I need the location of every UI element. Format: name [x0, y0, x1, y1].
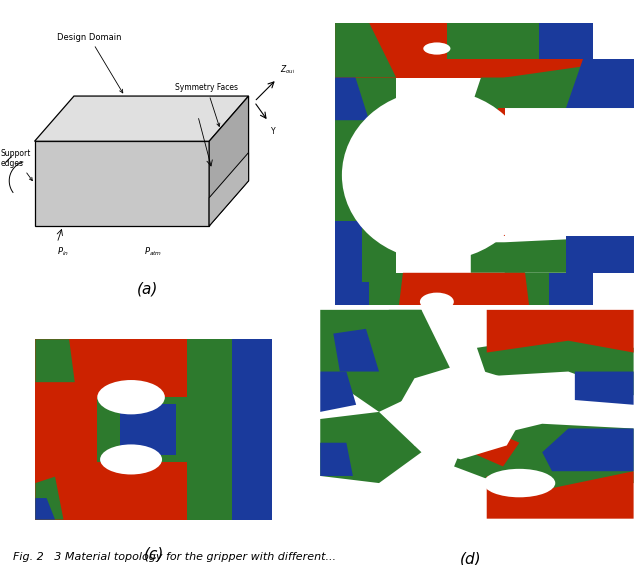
Text: (c): (c): [143, 546, 164, 561]
Polygon shape: [35, 339, 75, 382]
Polygon shape: [97, 397, 188, 462]
Polygon shape: [396, 364, 526, 459]
Polygon shape: [471, 242, 525, 273]
Polygon shape: [566, 236, 634, 273]
Text: $P_{atm}$: $P_{atm}$: [144, 245, 162, 258]
Polygon shape: [335, 221, 362, 282]
Ellipse shape: [97, 380, 165, 414]
Text: Symmetry Faces: Symmetry Faces: [175, 84, 238, 127]
Ellipse shape: [100, 445, 162, 475]
Polygon shape: [477, 108, 505, 236]
Ellipse shape: [420, 293, 454, 311]
Polygon shape: [209, 96, 248, 226]
Text: Design Domain: Design Domain: [57, 33, 123, 93]
Polygon shape: [566, 59, 634, 108]
Polygon shape: [505, 236, 634, 273]
Polygon shape: [471, 77, 532, 108]
Polygon shape: [454, 424, 634, 499]
Text: (d): (d): [460, 552, 481, 565]
Polygon shape: [470, 428, 520, 467]
Text: $Z_{out}$: $Z_{out}$: [280, 64, 296, 76]
Polygon shape: [35, 498, 55, 520]
Polygon shape: [209, 153, 248, 226]
Polygon shape: [505, 59, 634, 108]
Polygon shape: [320, 372, 356, 412]
Polygon shape: [548, 273, 593, 328]
Polygon shape: [35, 339, 272, 520]
Text: Y: Y: [271, 127, 276, 136]
Text: Fig. 2   3 Material topology for the gripper with different...: Fig. 2 3 Material topology for the gripp…: [13, 552, 336, 562]
Polygon shape: [335, 23, 593, 77]
Text: (a): (a): [136, 282, 158, 297]
Polygon shape: [320, 443, 353, 476]
Polygon shape: [35, 96, 248, 141]
Polygon shape: [487, 310, 634, 353]
Polygon shape: [447, 23, 539, 59]
Polygon shape: [335, 77, 396, 282]
Polygon shape: [35, 477, 63, 520]
Polygon shape: [539, 23, 593, 59]
Text: $P_{in}$: $P_{in}$: [57, 245, 68, 258]
Polygon shape: [320, 310, 454, 412]
Polygon shape: [232, 339, 272, 520]
Polygon shape: [477, 333, 634, 395]
Text: (b): (b): [453, 337, 475, 352]
Polygon shape: [542, 428, 634, 471]
Polygon shape: [396, 273, 532, 328]
Polygon shape: [335, 273, 593, 328]
Text: Support
edges: Support edges: [1, 149, 33, 181]
Polygon shape: [35, 141, 209, 226]
Polygon shape: [320, 412, 422, 483]
Ellipse shape: [483, 469, 556, 497]
Polygon shape: [335, 282, 369, 328]
Polygon shape: [335, 77, 369, 120]
Polygon shape: [477, 108, 498, 236]
Polygon shape: [575, 372, 634, 405]
Polygon shape: [431, 372, 477, 412]
Polygon shape: [333, 329, 379, 372]
Ellipse shape: [423, 42, 451, 55]
Polygon shape: [389, 310, 422, 324]
Circle shape: [342, 90, 532, 260]
Polygon shape: [487, 471, 634, 519]
Polygon shape: [335, 23, 396, 77]
Polygon shape: [120, 403, 176, 455]
Polygon shape: [188, 339, 232, 520]
